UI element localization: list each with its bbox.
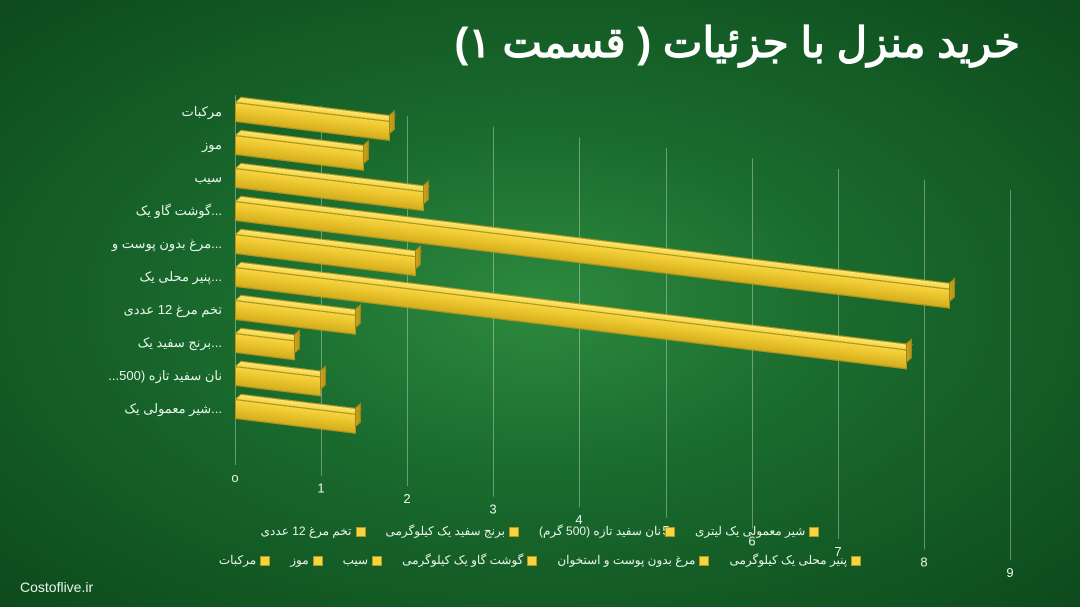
y-axis-label: سیب bbox=[194, 170, 222, 186]
bar-side-face bbox=[415, 244, 421, 269]
y-axis-label: ...پنیر محلی یک bbox=[140, 269, 222, 285]
legend-label: شیر معمولی یک لیتری bbox=[695, 524, 805, 538]
legend-label: مرکبات bbox=[219, 553, 256, 567]
legend-item: شیر معمولی یک لیتری bbox=[695, 521, 819, 543]
legend-item: پنیر محلی یک کیلوگرمی bbox=[729, 550, 861, 572]
legend: شیر معمولی یک لیتری نان سفید تازه (500 گر… bbox=[60, 517, 1020, 575]
legend-item: برنج سفید یک کیلوگرمی bbox=[386, 521, 519, 543]
bar-side-face bbox=[949, 277, 955, 302]
legend-swatch bbox=[356, 527, 366, 537]
bar-side-face bbox=[355, 303, 361, 328]
legend-label: سیب bbox=[343, 553, 368, 567]
legend-swatch bbox=[313, 556, 323, 566]
legend-item: موز bbox=[290, 550, 322, 572]
legend-label: پنیر محلی یک کیلوگرمی bbox=[729, 553, 847, 567]
chart-plot: o123456789 bbox=[235, 95, 1010, 520]
legend-label: نان سفید تازه (500 گرم) bbox=[539, 524, 661, 538]
y-axis-label: مرکبات bbox=[182, 104, 222, 120]
legend-swatch bbox=[260, 556, 270, 566]
legend-swatch bbox=[699, 556, 709, 566]
bar-side-face bbox=[389, 109, 395, 134]
bar-side-face bbox=[906, 338, 912, 363]
y-axis-label: ...برنج سفید یک bbox=[138, 335, 222, 351]
legend-swatch bbox=[527, 556, 537, 566]
y-axis-label: موز bbox=[202, 137, 222, 153]
legend-item: سیب bbox=[343, 550, 382, 572]
x-tick-label: 3 bbox=[483, 502, 503, 517]
bar-side-face bbox=[423, 179, 429, 204]
y-axis-label: ...مرغ بدون پوست و bbox=[112, 236, 222, 252]
legend-swatch bbox=[372, 556, 382, 566]
grid-line bbox=[1010, 190, 1011, 560]
y-axis-label: ...گوشت گاو یک bbox=[136, 203, 222, 219]
y-axis-label: نان سفید تازه (500... bbox=[108, 368, 222, 384]
legend-label: موز bbox=[290, 553, 308, 567]
legend-swatch bbox=[665, 527, 675, 537]
y-axis-labels: مرکبات موز سیب ...گوشت گاو یک ...مرغ بدون پو… bbox=[60, 95, 230, 425]
legend-item: نان سفید تازه (500 گرم) bbox=[539, 521, 675, 543]
bar-side-face bbox=[363, 139, 369, 164]
legend-swatch bbox=[509, 527, 519, 537]
legend-item: مرغ بدون پوست و استخوان bbox=[557, 550, 709, 572]
bar-side-face bbox=[355, 402, 361, 427]
legend-item: تخم مرغ 12 عددی bbox=[261, 521, 366, 543]
bar-side-face bbox=[294, 329, 300, 354]
page-title: خرید منزل با جزئیات ( قسمت ۱) bbox=[454, 18, 1020, 67]
x-tick-label: 2 bbox=[397, 491, 417, 506]
y-axis-label: ...شیر معمولی یک bbox=[124, 401, 222, 417]
legend-swatch bbox=[809, 527, 819, 537]
bar-side-face bbox=[320, 365, 326, 390]
legend-label: گوشت گاو یک کیلوگرمی bbox=[402, 553, 523, 567]
x-tick-label: o bbox=[225, 470, 245, 485]
legend-swatch bbox=[851, 556, 861, 566]
y-axis-label: تخم مرغ 12 عددی bbox=[124, 302, 222, 318]
bar-chart: مرکبات موز سیب ...گوشت گاو یک ...مرغ بدون پو… bbox=[60, 95, 1020, 475]
legend-label: برنج سفید یک کیلوگرمی bbox=[386, 524, 505, 538]
legend-item: مرکبات bbox=[219, 550, 270, 572]
attribution: Costoflive.ir bbox=[20, 579, 93, 595]
legend-label: مرغ بدون پوست و استخوان bbox=[557, 553, 695, 567]
legend-item: گوشت گاو یک کیلوگرمی bbox=[402, 550, 537, 572]
x-tick-label: 1 bbox=[311, 481, 331, 496]
legend-label: تخم مرغ 12 عددی bbox=[261, 524, 352, 538]
